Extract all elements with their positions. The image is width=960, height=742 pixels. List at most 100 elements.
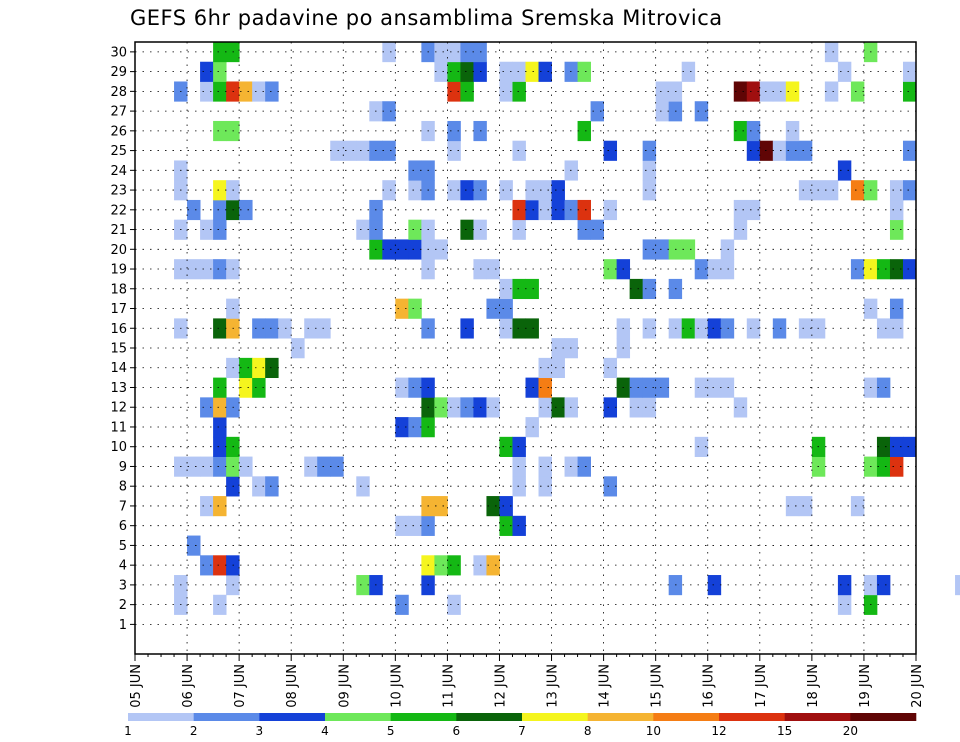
heatmap-cell [460, 397, 474, 418]
heatmap-cell [525, 318, 539, 339]
heatmap-cell [213, 180, 227, 201]
heatmap-cell [902, 180, 917, 201]
heatmap-cell [213, 496, 227, 517]
heatmap-cell [213, 594, 227, 615]
heatmap-cell [460, 42, 474, 63]
heatmap-cell [902, 61, 917, 82]
heatmap-cell [733, 219, 748, 240]
heatmap-cell [213, 417, 227, 438]
heatmap-cell [538, 476, 552, 497]
heatmap-cell [213, 81, 227, 102]
heatmap-cell [213, 199, 227, 221]
heatmap-cell [837, 575, 852, 596]
colorbar-label: 7 [518, 724, 526, 738]
y-tick-label: 27 [110, 105, 127, 120]
heatmap-cell [200, 81, 214, 102]
heatmap-cell [447, 81, 461, 102]
heatmap-cell [694, 377, 709, 398]
heatmap-cell [460, 219, 474, 240]
heatmap-cell [265, 476, 279, 497]
heatmap-cell [785, 496, 800, 517]
y-tick-label: 16 [110, 322, 127, 337]
heatmap-cell [824, 81, 839, 102]
heatmap-cell [447, 120, 461, 142]
heatmap-cell [187, 535, 201, 556]
heatmap-cell [733, 199, 748, 221]
heatmap-cell [252, 476, 266, 497]
heatmap-cell [642, 140, 657, 161]
heatmap-cell [772, 318, 787, 339]
colorbar: 1 2 3 4 5 6 7 8 10 12 15 20 [124, 713, 917, 738]
heatmap-cell [889, 180, 904, 201]
heatmap-cell [746, 81, 761, 102]
x-tick-label: 18 JUN [806, 664, 821, 708]
heatmap-cell [278, 318, 292, 339]
x-tick-label: 13 JUN [546, 664, 561, 708]
colorbar-label: 3 [256, 724, 264, 738]
heatmap-cell [512, 515, 526, 536]
heatmap-cell [798, 180, 813, 201]
colorbar-swatch [719, 713, 785, 721]
heatmap-cell [876, 436, 891, 457]
heatmap-cell [642, 160, 657, 181]
heatmap-cell [642, 239, 657, 260]
heatmap-cell [889, 219, 904, 240]
y-tick-label: 11 [110, 420, 127, 435]
y-tick-label: 13 [110, 381, 127, 396]
heatmap-cell [694, 436, 709, 457]
y-tick-label: 17 [110, 302, 127, 317]
heatmap-cell [499, 61, 513, 82]
heatmap-cell [785, 120, 800, 142]
heatmap-cell [850, 180, 865, 201]
heatmap-cell [213, 259, 227, 280]
heatmap-cell [733, 81, 748, 102]
heatmap-cell [642, 318, 657, 339]
heatmap-cell [850, 259, 865, 280]
heatmap-cell [525, 417, 539, 438]
heatmap-cell [538, 199, 552, 221]
y-tick-label: 19 [110, 263, 127, 278]
colorbar-label: 2 [190, 724, 198, 738]
heatmap-cell [239, 357, 253, 379]
y-tick-label: 9 [119, 460, 127, 475]
heatmap-cell [538, 61, 552, 82]
heatmap-cell [902, 259, 917, 280]
heatmap-cell [499, 436, 513, 457]
heatmap-cell [525, 377, 539, 398]
colorbar-label: 8 [584, 724, 592, 738]
heatmap-cell [577, 120, 591, 142]
colorbar-label: 10 [646, 724, 661, 738]
heatmap-cell [681, 61, 696, 82]
heatmap-cell [408, 180, 422, 201]
heatmap-cell [408, 160, 422, 181]
colorbar-swatch [456, 713, 523, 721]
heatmap-cell [499, 318, 513, 339]
x-tick-label: 09 JUN [337, 664, 352, 708]
heatmap-cell [200, 397, 214, 418]
heatmap-cell [876, 377, 891, 398]
heatmap-cell [525, 278, 539, 300]
grid-lines [135, 42, 916, 654]
y-tick-label: 28 [110, 85, 127, 100]
heatmap-cell [213, 555, 227, 576]
heatmap-cell [512, 219, 526, 240]
heatmap-cell [551, 180, 565, 201]
heatmap-cell [720, 377, 735, 398]
colorbar-swatch [259, 713, 326, 721]
heatmap-cell [512, 199, 526, 221]
heatmap-cell [590, 219, 604, 240]
heatmap-cell [798, 318, 813, 339]
heatmap-cell [447, 594, 461, 615]
y-tick-label: 15 [110, 342, 127, 357]
heatmap-cell [447, 397, 461, 418]
heatmap-cell [538, 180, 552, 201]
heatmap-cell [499, 180, 513, 201]
heatmap-cell [785, 81, 800, 102]
colorbar-swatch [390, 713, 457, 721]
heatmap-cell [200, 259, 214, 280]
heatmap-cell [213, 397, 227, 418]
heatmap-cell [694, 259, 709, 280]
heatmap-cell [681, 239, 696, 260]
heatmap-cell [213, 219, 227, 240]
